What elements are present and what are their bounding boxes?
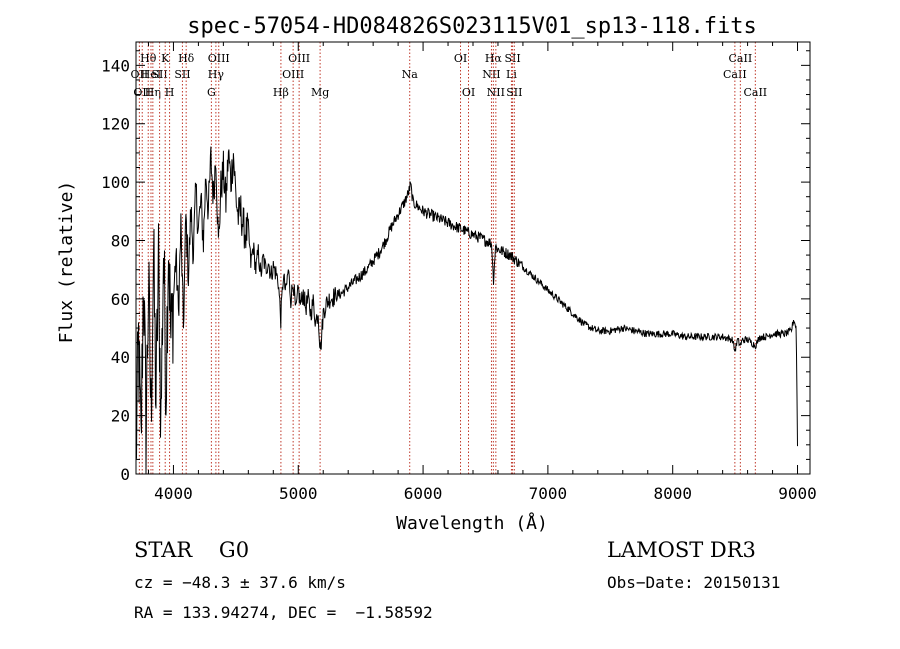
y-tick-label: 140 (101, 56, 130, 75)
spectral-line-label: NII (487, 86, 505, 99)
x-tick-label: 4000 (154, 484, 193, 503)
redshift-label: cz = −48.3 ± 37.6 km/s (134, 573, 346, 592)
spectrum-series (135, 146, 798, 475)
spectral-line-label: G (207, 86, 216, 99)
spectral-line-label: CaII (729, 52, 753, 65)
spectral-line-label: OI (454, 52, 467, 65)
spectral-line-label: Hγ (208, 68, 225, 81)
x-tick-label: 8000 (653, 484, 692, 503)
x-tick-label: 6000 (404, 484, 443, 503)
spectral-line-label: OI (462, 86, 475, 99)
spectral-line-label: OIII (288, 52, 310, 65)
spectral-line-label: SII (151, 68, 167, 81)
spectral-line-label: Mg (311, 86, 329, 99)
y-tick-label: 100 (101, 173, 130, 192)
chart-title: spec-57054-HD084826S023115V01_sp13-118.f… (187, 14, 757, 39)
x-tick-label: 9000 (778, 484, 817, 503)
spectral-line-label: CaII (723, 68, 747, 81)
spectral-line-label: OIII (282, 68, 304, 81)
survey-label: LAMOST DR3 (607, 538, 756, 562)
y-tick-label: 80 (111, 231, 130, 250)
spectral-line-label: SII (506, 86, 522, 99)
observation-date-label: Obs−Date: 20150131 (607, 573, 781, 592)
spectral-line-markers: OII OII Hθ HeI Hη SII K H SII Hδ G Hγ OIII Hβ OIII OIII… (131, 42, 767, 474)
spectral-line-label: SII (504, 52, 520, 65)
plot-frame (135, 41, 811, 475)
spectral-line-label: Li (506, 68, 517, 81)
spectral-line-label: HeI (141, 68, 161, 81)
spectral-line-label: Hβ (273, 86, 289, 99)
spectral-line-label: Na (402, 68, 419, 81)
spectral-line-label: NII (482, 68, 500, 81)
axes: 4000 5000 6000 7000 8000 9000 0 20 40 60 80 100 120 1… (101, 42, 817, 503)
spectral-line-label: OIII (208, 52, 230, 65)
spectrum-line (135, 146, 798, 475)
spectral-line-label: Hθ (140, 52, 157, 65)
object-class-label: STAR G0 (134, 538, 250, 562)
spectral-line-label: OII (133, 86, 151, 99)
y-tick-label: 120 (101, 115, 130, 134)
x-tick-label: 7000 (529, 484, 568, 503)
spectrum-chart: spec-57054-HD084826S023115V01_sp13-118.f… (56, 14, 817, 534)
coordinates-label: RA = 133.94274, DEC = −1.58592 (134, 603, 433, 622)
spectral-line-label: H (165, 86, 175, 99)
y-tick-label: 20 (111, 407, 130, 426)
y-axis-label: Flux (relative) (56, 181, 77, 344)
spectral-line-label: K (161, 52, 170, 65)
spectral-line-label: OII (131, 68, 149, 81)
y-tick-label: 60 (111, 290, 130, 309)
spectral-line-label: Hδ (178, 52, 195, 65)
spectral-line-label: CaII (743, 86, 767, 99)
spectral-line-label: Hα (485, 52, 503, 65)
y-tick-label: 40 (111, 348, 130, 367)
spectral-line-label: SII (174, 68, 190, 81)
spectral-line-label: Hη (145, 86, 161, 99)
x-tick-label: 5000 (279, 484, 318, 503)
y-tick-label: 0 (120, 465, 130, 484)
x-axis-label: Wavelength (Å) (396, 512, 548, 534)
